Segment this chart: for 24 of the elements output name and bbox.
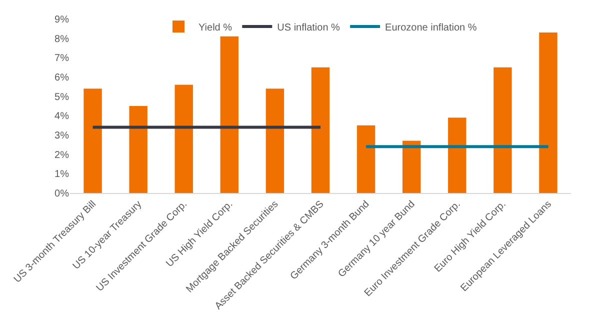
y-tick-label: 2%	[54, 150, 70, 161]
bar	[539, 32, 558, 193]
bar	[129, 106, 148, 193]
bar	[402, 140, 421, 193]
y-tick-label: 8%	[54, 34, 70, 45]
y-tick-label: 5%	[54, 92, 70, 103]
bar	[448, 118, 466, 193]
y-tick-label: 7%	[54, 53, 70, 64]
y-tick-label: 9%	[54, 14, 70, 26]
legend-label: US inflation %	[277, 22, 340, 34]
y-tick-label: 4%	[54, 111, 70, 122]
legend-label: Eurozone inflation %	[385, 22, 477, 34]
bar	[266, 88, 284, 193]
bar	[84, 88, 102, 193]
bar	[494, 67, 512, 193]
bar	[311, 67, 330, 193]
y-tick-label: 0%	[54, 188, 70, 200]
bar	[356, 125, 376, 193]
bar	[174, 84, 193, 193]
y-tick-label: 1%	[54, 169, 70, 180]
bar	[220, 36, 239, 193]
legend-label: Yield %	[198, 22, 232, 34]
y-tick-label: 3%	[54, 130, 70, 142]
y-tick-label: 6%	[54, 72, 70, 84]
